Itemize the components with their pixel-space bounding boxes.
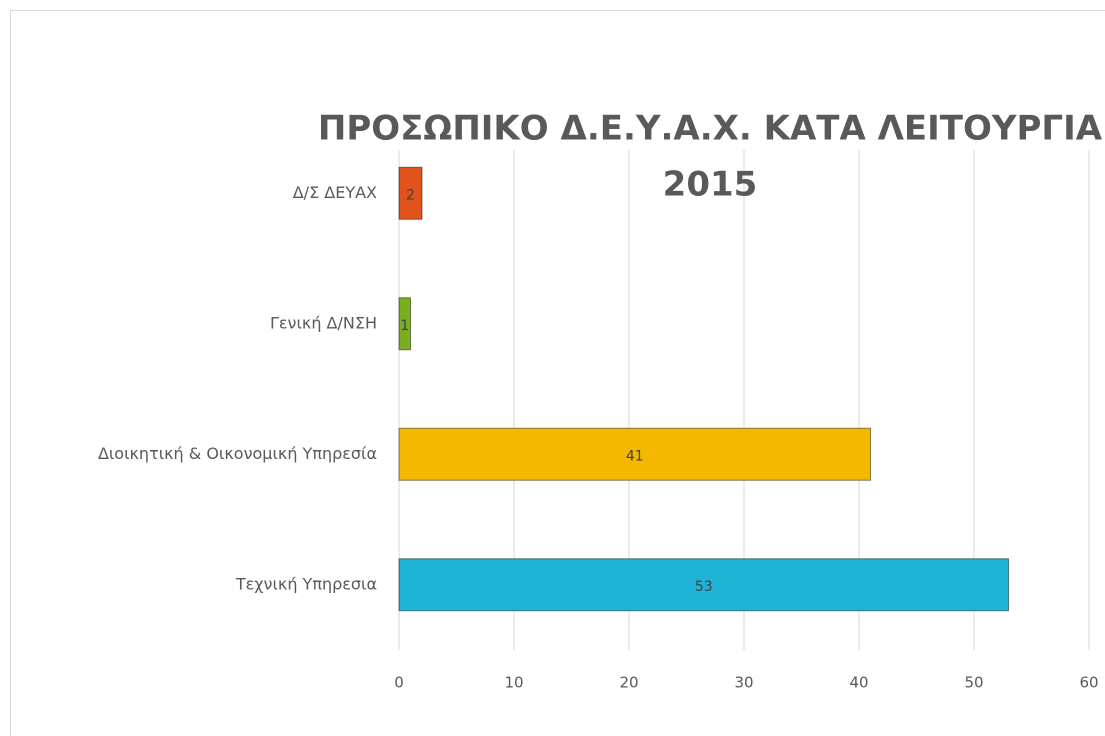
y-tick-label: Διοικητική & Οικονομική Υπηρεσία <box>98 444 377 463</box>
chart-title: ΠΡΟΣΩΠΙΚΟ Δ.Ε.Υ.Α.Χ. ΚΑΤΑ ΛΕΙΤΟΥΡΓΙΑ <box>318 109 1103 149</box>
data-label: 1 <box>400 318 409 334</box>
y-tick-label: Γενική Δ/ΝΣΗ <box>270 313 377 332</box>
x-tick-label: 10 <box>504 674 523 692</box>
chart-frame <box>10 10 1105 736</box>
chart-title: 2015 <box>663 165 758 205</box>
x-tick-label: 0 <box>394 674 404 692</box>
x-tick-label: 30 <box>734 674 753 692</box>
x-tick-label: 50 <box>964 674 983 692</box>
data-label: 2 <box>406 187 415 203</box>
data-label: 53 <box>695 579 713 595</box>
bar <box>398 427 871 481</box>
bar <box>398 558 1009 612</box>
x-tick-label: 60 <box>1079 674 1098 692</box>
bar <box>398 297 411 351</box>
x-tick-label: 40 <box>849 674 868 692</box>
y-tick-label: Δ/Σ ΔΕΥΑΧ <box>293 183 377 202</box>
x-tick-label: 20 <box>619 674 638 692</box>
data-label: 41 <box>626 448 644 464</box>
bar <box>398 166 423 220</box>
y-tick-label: Τεχνική Υπηρεσια <box>235 574 377 593</box>
